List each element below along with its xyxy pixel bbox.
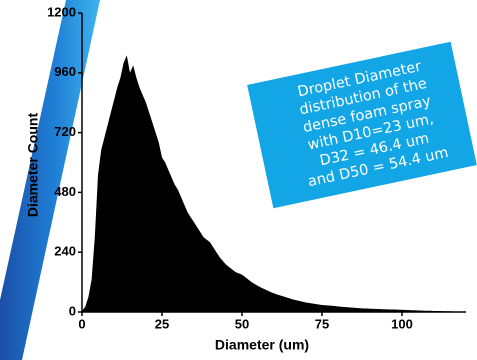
x-axis-label: Diameter (um) — [215, 337, 309, 353]
y-axis-label: Diameter Count — [25, 113, 41, 218]
x-tick-label: 75 — [315, 316, 329, 331]
annotation-box — [247, 41, 477, 209]
x-tick-label: 100 — [391, 316, 413, 331]
y-tick-label: 1200 — [47, 4, 76, 19]
x-tick-label: 50 — [235, 316, 249, 331]
y-tick-label: 240 — [54, 244, 76, 259]
decor-stripe — [0, 0, 100, 360]
y-tick-label: 0 — [69, 303, 76, 318]
y-tick-label: 480 — [54, 184, 76, 199]
x-tick-label: 25 — [155, 316, 169, 331]
area — [82, 55, 466, 312]
y-tick-label: 960 — [54, 64, 76, 79]
x-tick-label: 0 — [78, 316, 85, 331]
y-tick-label: 720 — [54, 124, 76, 139]
